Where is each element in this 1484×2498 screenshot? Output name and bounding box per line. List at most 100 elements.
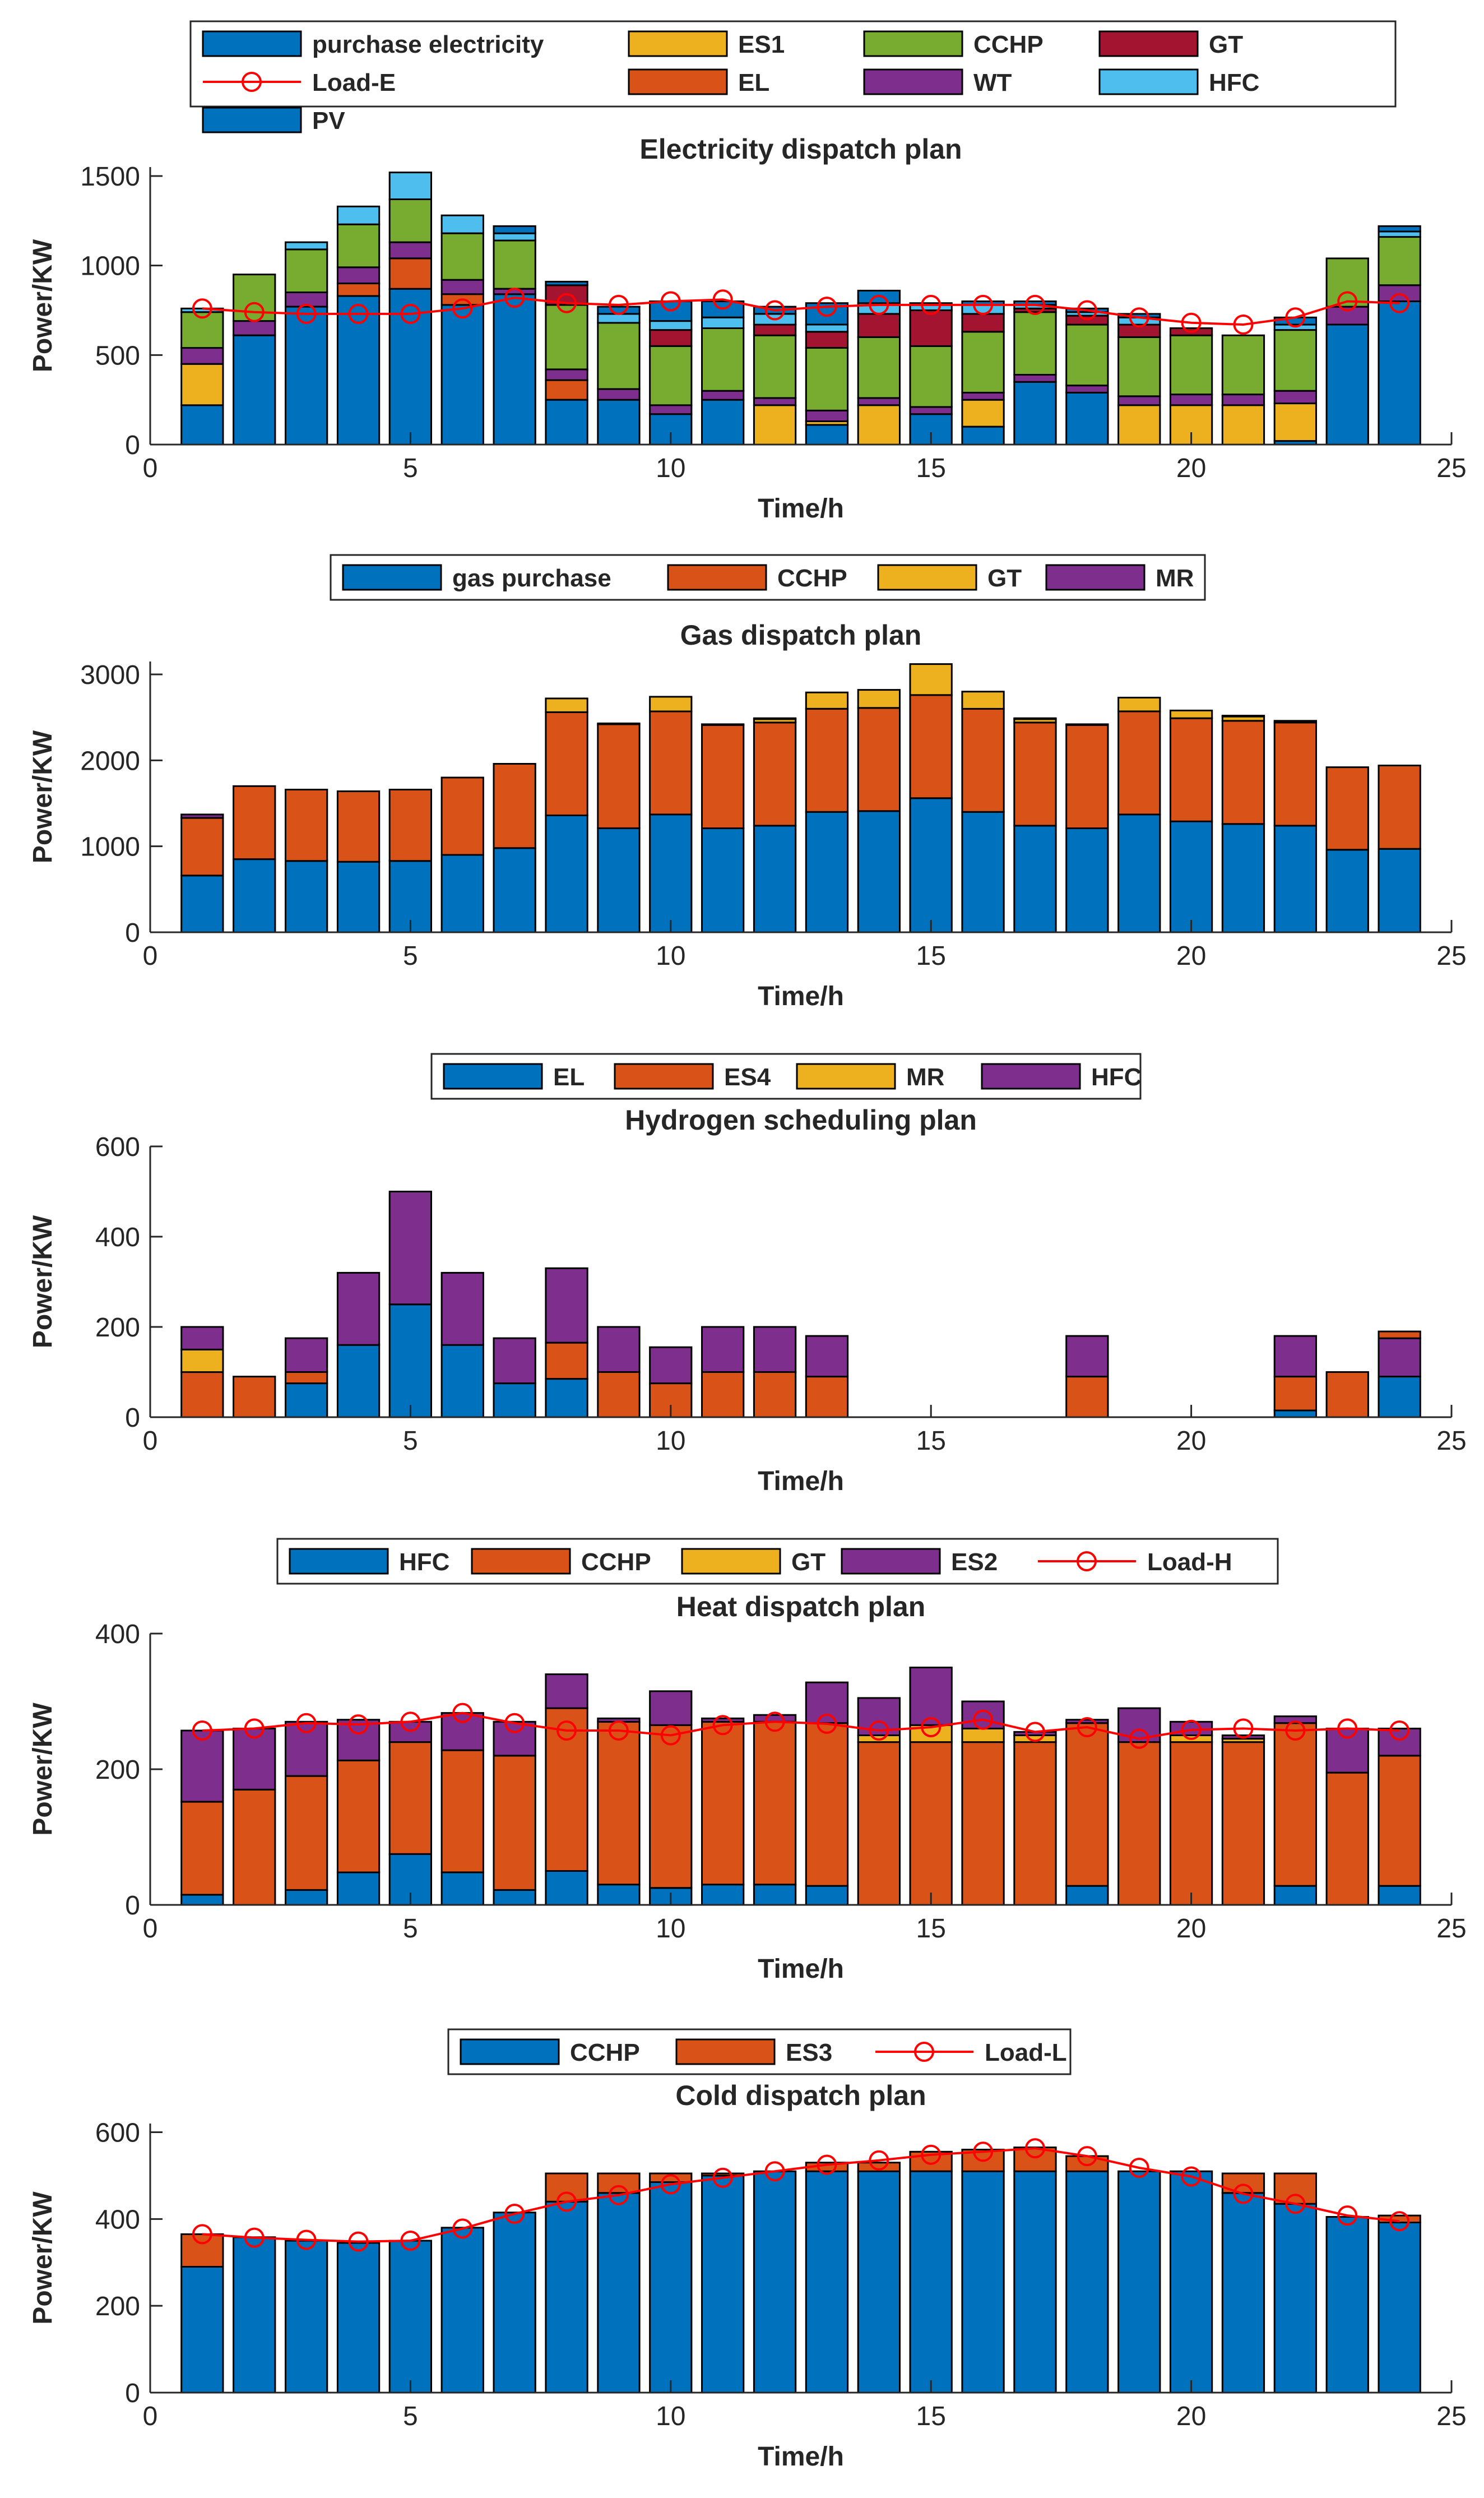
bar-hfc-t22 xyxy=(1273,1335,1317,1378)
legend-swatch-gt xyxy=(681,1548,781,1575)
bar-cchp-t22 xyxy=(1273,2203,1317,2394)
legend-label: GT xyxy=(987,565,1022,592)
bar-cchp-t7 xyxy=(493,1755,536,1891)
bar-cchp-t8 xyxy=(545,2200,588,2394)
bar-purchase-electricity-t8 xyxy=(545,399,588,446)
legend-entry-pv: PV xyxy=(202,107,345,135)
marker-load-e-t23 xyxy=(1337,291,1358,312)
legend-entry-purchase-electricity: purchase electricity xyxy=(202,30,544,58)
legend-marker-load-l xyxy=(914,2042,934,2062)
bar-hfc-t3 xyxy=(285,241,328,251)
legend-swatch-gt xyxy=(1098,30,1199,57)
bar-cchp-t21 xyxy=(1221,2192,1265,2394)
bar-el-t22 xyxy=(1273,1409,1317,1418)
bar-el-t8 xyxy=(545,1378,588,1418)
legend-label: HFC xyxy=(399,1548,449,1576)
chart-gas-dispatch-plan: 0 5 10 15 20 25 0 1000 2000 3000 Time/h Power/KW Gas… xyxy=(28,554,1467,1011)
marker-load-h-t1 xyxy=(192,1720,212,1741)
bar-hfc-t9 xyxy=(597,313,641,324)
bar-es2-t24 xyxy=(1378,1727,1421,1757)
bar-pv-t8 xyxy=(545,280,588,286)
y-tick-label: 400 xyxy=(95,2205,140,2235)
bar-cchp-t7 xyxy=(493,2212,536,2394)
x-tick-label: 5 xyxy=(403,1914,418,1944)
legend-entry-es2: ES2 xyxy=(841,1548,998,1576)
bar-hfc-t3 xyxy=(285,1889,328,1906)
legend-swatch-cchp xyxy=(667,564,767,591)
bar-cchp-t2 xyxy=(233,2236,276,2394)
bar-cchp-t23 xyxy=(1325,2216,1369,2394)
bar-cchp-t12 xyxy=(753,721,797,827)
bar-cchp-t12 xyxy=(753,1720,797,1886)
bar-cchp-t16 xyxy=(961,1741,1005,1906)
y-tick-label: 0 xyxy=(125,1891,140,1921)
marker-load-e-t7 xyxy=(504,288,525,308)
bar-wt-t19 xyxy=(1117,395,1161,406)
bar-cchp-t16 xyxy=(961,2170,1005,2394)
bar-cchp-t23 xyxy=(1325,1771,1369,1906)
marker-load-h-t2 xyxy=(244,1718,265,1739)
bar-wt-t1 xyxy=(180,347,224,365)
bar-cchp-t14 xyxy=(857,2170,901,2394)
bar-cchp-t19 xyxy=(1117,1741,1161,1906)
y-tick-label: 1000 xyxy=(80,832,140,862)
bar-cchp-t24 xyxy=(1378,2222,1421,2394)
marker-load-l-t9 xyxy=(608,2185,629,2205)
x-tick-label: 5 xyxy=(403,454,418,483)
bar-cchp-t3 xyxy=(285,789,328,862)
bar-el-t4 xyxy=(336,1344,381,1418)
marker-load-l-t24 xyxy=(1389,2211,1410,2232)
x-tick-label: 25 xyxy=(1436,1914,1466,1944)
legend-label: EL xyxy=(738,69,769,96)
bar-hfc-t10 xyxy=(649,320,693,331)
x-tick-label: 5 xyxy=(403,941,418,971)
legend-swatch-hfc xyxy=(981,1063,1081,1090)
bar-gas-purchase-t9 xyxy=(597,827,641,933)
marker-load-h-t19 xyxy=(1129,1728,1149,1749)
y-tick-label: 0 xyxy=(125,1403,140,1433)
bar-es2-t11 xyxy=(701,1717,745,1723)
bar-wt-t18 xyxy=(1065,385,1109,394)
marker-load-e-t8 xyxy=(556,293,577,313)
legend-label: ES4 xyxy=(724,1063,771,1091)
bar-mr-t21 xyxy=(1221,715,1265,718)
bar-es4-t18 xyxy=(1065,1376,1109,1418)
legend: CCHP ES3 Load-L xyxy=(447,2028,1072,2075)
bar-pv-t7 xyxy=(493,225,536,234)
marker-load-h-t7 xyxy=(504,1713,525,1733)
bar-cchp-t8 xyxy=(545,1707,588,1872)
bar-el-t5 xyxy=(388,257,433,290)
bar-cchp-t4 xyxy=(336,1759,381,1874)
bar-el-t5 xyxy=(388,1303,433,1418)
legend-entry-el: EL xyxy=(443,1063,585,1091)
chart-heat-dispatch-plan: 0 5 10 15 20 25 0 200 400 Time/h Power/KW Heat disp… xyxy=(28,1538,1467,1984)
legend-entry-es3: ES3 xyxy=(675,2038,832,2066)
y-tick-label: 1000 xyxy=(80,252,140,281)
bar-purchase-electricity-t3 xyxy=(285,306,328,446)
bar-hfc-t11 xyxy=(701,1884,745,1906)
marker-load-l-t17 xyxy=(1025,2138,1045,2159)
x-tick-label: 15 xyxy=(916,1426,946,1456)
marker-load-e-t6 xyxy=(452,298,473,319)
bar-wt-t15 xyxy=(909,406,953,415)
bar-gt-t16 xyxy=(961,313,1005,333)
bar-cchp-t8 xyxy=(545,711,588,816)
marker-load-h-t9 xyxy=(608,1720,629,1741)
bar-cchp-t18 xyxy=(1065,2170,1109,2394)
x-axis-label: Time/h xyxy=(758,982,844,1011)
bar-hfc-t4 xyxy=(336,205,381,225)
bar-es2-t22 xyxy=(1273,1715,1317,1724)
marker-load-h-t6 xyxy=(452,1703,473,1723)
bar-es2-t18 xyxy=(1065,1719,1109,1724)
bars-group xyxy=(180,2147,1421,2394)
bar-cchp-t2 xyxy=(233,785,276,861)
marker-load-e-t16 xyxy=(973,294,994,315)
bar-purchase-electricity-t1 xyxy=(180,404,224,446)
bar-hfc-t8 xyxy=(545,1870,588,1906)
legend-entry-load-e: Load-E xyxy=(203,69,396,96)
bar-hfc-t8 xyxy=(545,1267,588,1344)
bar-es4-t3 xyxy=(285,1371,328,1385)
bar-es4-t8 xyxy=(545,1341,588,1380)
marker-load-e-t11 xyxy=(712,289,733,310)
x-tick-label: 20 xyxy=(1176,1426,1206,1456)
